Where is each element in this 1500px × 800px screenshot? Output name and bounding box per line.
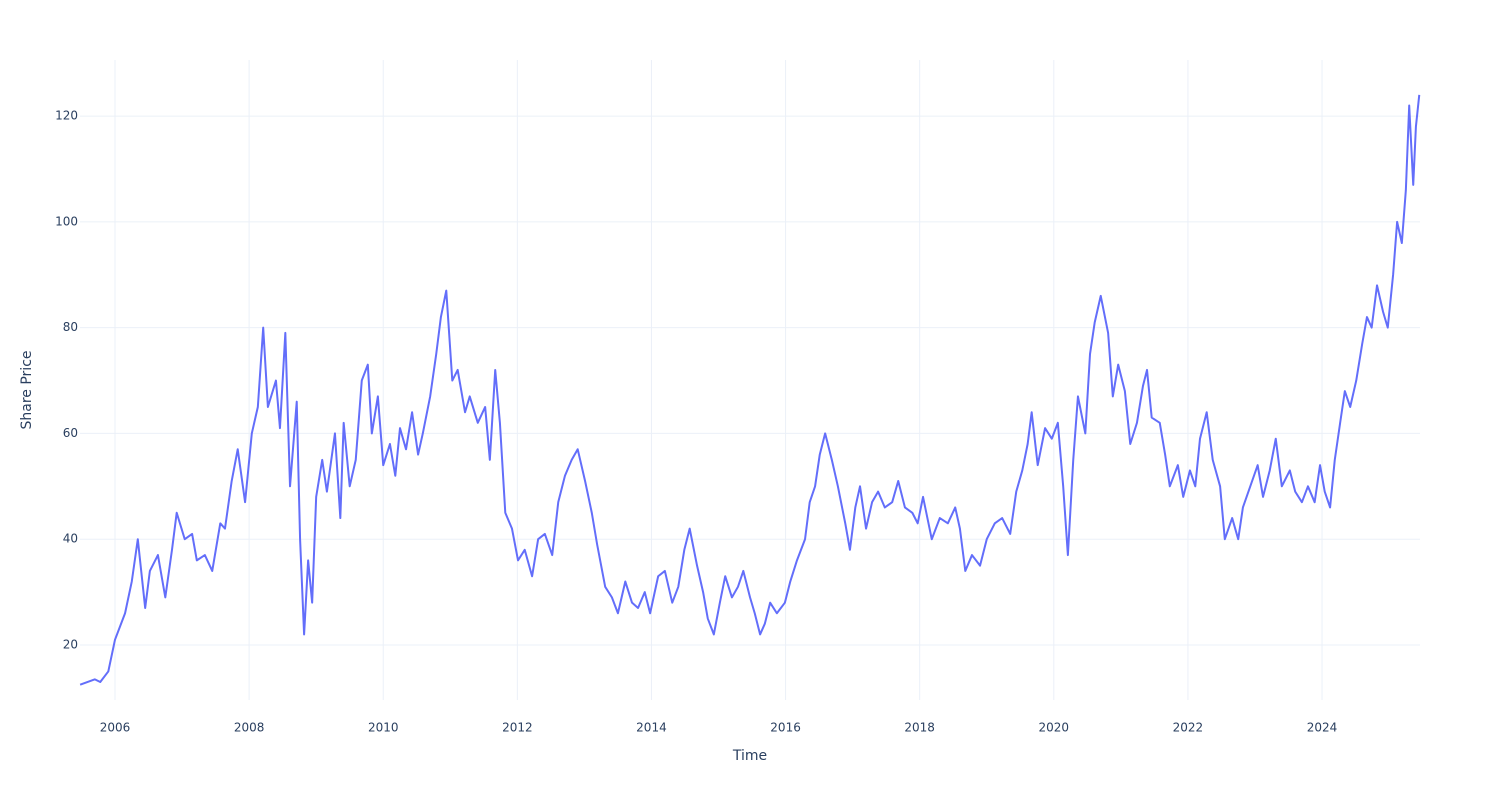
y-tick-label: 60 bbox=[63, 426, 78, 440]
grid-group bbox=[80, 60, 1420, 700]
x-tick-label: 2008 bbox=[234, 721, 265, 735]
x-tick-label: 2010 bbox=[368, 721, 399, 735]
x-tick-label: 2012 bbox=[502, 721, 533, 735]
line-series bbox=[79, 94, 1421, 686]
y-tick-label: 80 bbox=[63, 320, 78, 334]
y-tick-label: 120 bbox=[55, 109, 78, 123]
y-axis-title: Share Price bbox=[19, 350, 35, 429]
y-tick-label: 40 bbox=[63, 532, 78, 546]
x-tick-label: 2022 bbox=[1173, 721, 1204, 735]
x-tick-label: 2016 bbox=[770, 721, 801, 735]
x-tick-label: 2020 bbox=[1039, 721, 1070, 735]
x-tick-label: 2024 bbox=[1307, 721, 1338, 735]
y-tick-label: 100 bbox=[55, 214, 78, 228]
x-axis-title: Time bbox=[732, 748, 767, 764]
x-tick-label: 2018 bbox=[904, 721, 935, 735]
x-tick-label: 2006 bbox=[100, 721, 131, 735]
y-tick-label: 20 bbox=[63, 637, 78, 651]
x-tick-label: 2014 bbox=[636, 721, 667, 735]
